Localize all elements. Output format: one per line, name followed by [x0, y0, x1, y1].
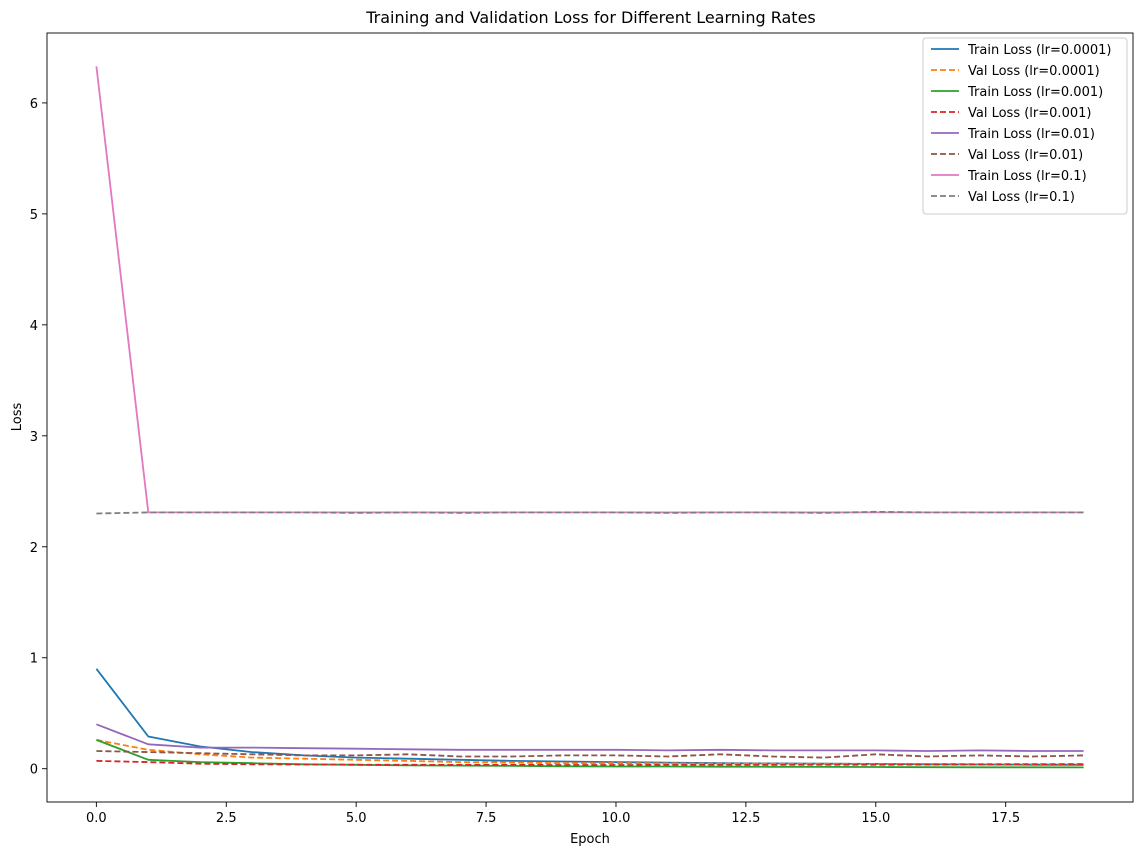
legend-label: Train Loss (lr=0.001)	[967, 85, 1103, 100]
x-tick-label: 0.0	[86, 811, 107, 826]
x-tick-label: 5.0	[346, 811, 367, 826]
axes-frame	[46, 32, 1134, 803]
x-axis-label: Epoch	[570, 832, 610, 847]
y-tick-label: 1	[30, 652, 38, 667]
x-tick-label: 15.0	[861, 811, 890, 826]
x-tick-label: 12.5	[731, 811, 760, 826]
series-line-5	[96, 750, 1084, 759]
y-tick-label: 6	[30, 97, 38, 112]
x-tick-label: 7.5	[476, 811, 497, 826]
y-tick-label: 3	[30, 430, 38, 445]
x-tick-label: 17.5	[991, 811, 1020, 826]
y-tick-label: 5	[30, 208, 38, 223]
legend-label: Train Loss (lr=0.01)	[967, 127, 1095, 142]
x-tick-label: 2.5	[216, 811, 237, 826]
y-tick-label: 4	[30, 319, 38, 334]
legend-label: Val Loss (lr=0.001)	[968, 106, 1091, 121]
legend-label: Val Loss (lr=0.0001)	[968, 64, 1100, 79]
legend-label: Train Loss (lr=0.1)	[967, 169, 1087, 184]
y-tick-label: 0	[30, 763, 38, 778]
series-line-4	[96, 723, 1084, 752]
legend-box	[922, 37, 1128, 215]
series-line-3	[96, 760, 1084, 766]
x-tick-label: 10.0	[602, 811, 631, 826]
chart-title: Training and Validation Loss for Differe…	[365, 8, 816, 27]
series-line-7	[96, 510, 1084, 515]
series-line-2	[96, 739, 1084, 769]
legend-label: Train Loss (lr=0.0001)	[967, 43, 1111, 58]
x-axis: 0.0 2.5 5.0 7.5 10.0 12.5 15.0 17.5	[86, 802, 1020, 826]
y-axis-label: Loss	[10, 403, 25, 432]
y-tick-label: 2	[30, 541, 38, 556]
plot-area	[95, 66, 1084, 769]
y-axis: 0 1 2 3 4 5 6	[30, 97, 47, 778]
legend-label: Val Loss (lr=0.01)	[968, 148, 1083, 163]
legend: Train Loss (lr=0.0001) Val Loss (lr=0.000…	[922, 37, 1128, 215]
legend-label: Val Loss (lr=0.1)	[968, 190, 1075, 205]
